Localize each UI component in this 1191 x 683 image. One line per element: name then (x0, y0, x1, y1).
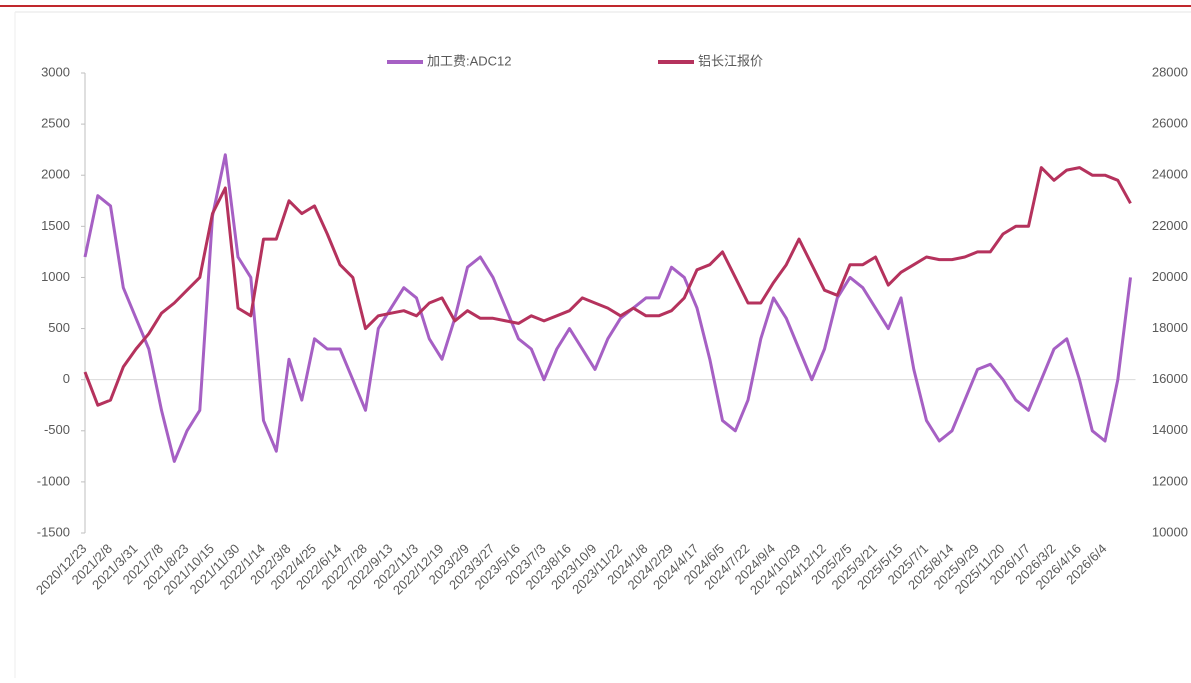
y2-tick-label: 10000 (1152, 524, 1188, 539)
y2-tick-label: 28000 (1152, 64, 1188, 79)
y-tick-label: -1500 (37, 524, 70, 539)
y2-tick-label: 16000 (1152, 371, 1188, 386)
y-tick-label: 1500 (41, 218, 70, 233)
y-tick-label: 500 (48, 320, 70, 335)
y2-tick-label: 26000 (1152, 116, 1188, 131)
y-tick-label: 2500 (41, 116, 70, 131)
legend-label: 加工费:ADC12 (427, 53, 512, 68)
y2-tick-label: 12000 (1152, 473, 1188, 488)
y2-tick-label: 22000 (1152, 218, 1188, 233)
legend-label: 铝长江报价 (698, 53, 763, 68)
series-line (83, 153, 1132, 463)
y2-tick-label: 24000 (1152, 167, 1188, 182)
y-tick-label: -1000 (37, 473, 70, 488)
y-tick-label: -500 (44, 422, 70, 437)
y2-tick-label: 18000 (1152, 320, 1188, 335)
y-tick-label: 0 (63, 371, 70, 386)
y2-tick-label: 20000 (1152, 269, 1188, 284)
y-tick-label: 2000 (41, 167, 70, 182)
y-tick-label: 3000 (41, 64, 70, 79)
series-line (83, 166, 1132, 407)
y-tick-label: 1000 (41, 269, 70, 284)
y2-tick-label: 14000 (1152, 422, 1188, 437)
